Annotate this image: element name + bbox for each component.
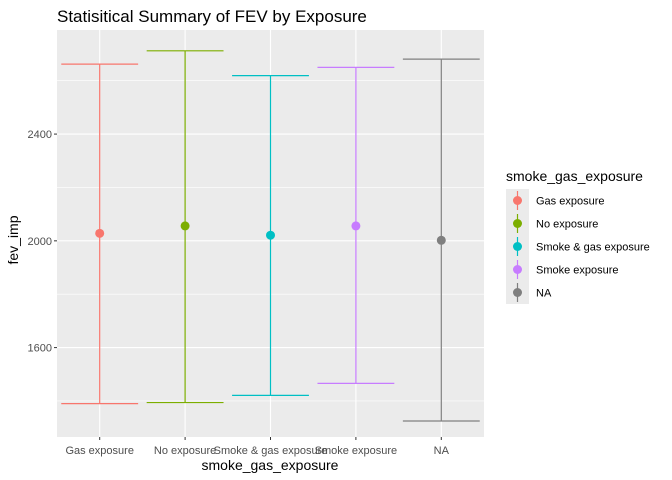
legend-item: Smoke exposure [506,258,619,281]
error-bar-group [232,75,309,396]
legend-item: Smoke & gas exposure [506,235,650,258]
legend-key-point [513,288,522,297]
x-tick-label: No exposure [154,445,216,457]
y-axis: 1600 2000 2400 [28,129,57,355]
mean-point [266,230,275,240]
legend-key-point [513,196,522,205]
legend-label: Smoke & gas exposure [536,242,650,254]
legend-label: No exposure [536,219,598,231]
legend-key-point [513,265,522,274]
x-tick-label: Gas exposure [65,445,133,457]
legend-key-point [513,242,522,251]
error-bar-group [61,63,139,405]
chart-title: Statisitical Summary of FEV by Exposure [57,7,367,26]
legend-label: Gas exposure [536,196,604,208]
mean-point [436,235,446,245]
legend-label: NA [536,288,552,300]
mean-point [95,228,105,238]
legend-item: Gas exposure [506,189,604,212]
legend-title: smoke_gas_exposure [506,168,643,184]
legend-key-point [513,219,522,228]
y-axis-title: fev_imp [5,215,21,264]
legend: smoke_gas_exposure Gas exposure No exposu… [506,168,650,304]
y-tick-label: 2400 [28,129,52,141]
legend-label: Smoke exposure [536,265,619,277]
legend-item: No exposure [506,212,598,235]
y-tick-label: 1600 [28,343,52,355]
error-bar-group [146,50,224,404]
x-tick-label: NA [434,445,450,457]
error-bar-group [402,58,480,422]
x-tick-label: Smoke exposure [315,445,398,457]
error-bar-group [317,66,395,384]
x-tick-label: Smoke & gas exposure [214,445,328,457]
mean-point [351,221,361,231]
x-axis-title: smoke_gas_exposure [202,457,339,473]
y-tick-label: 2000 [28,236,52,248]
error-bars [61,50,480,422]
mean-point [180,221,190,231]
legend-item: NA [506,281,552,304]
